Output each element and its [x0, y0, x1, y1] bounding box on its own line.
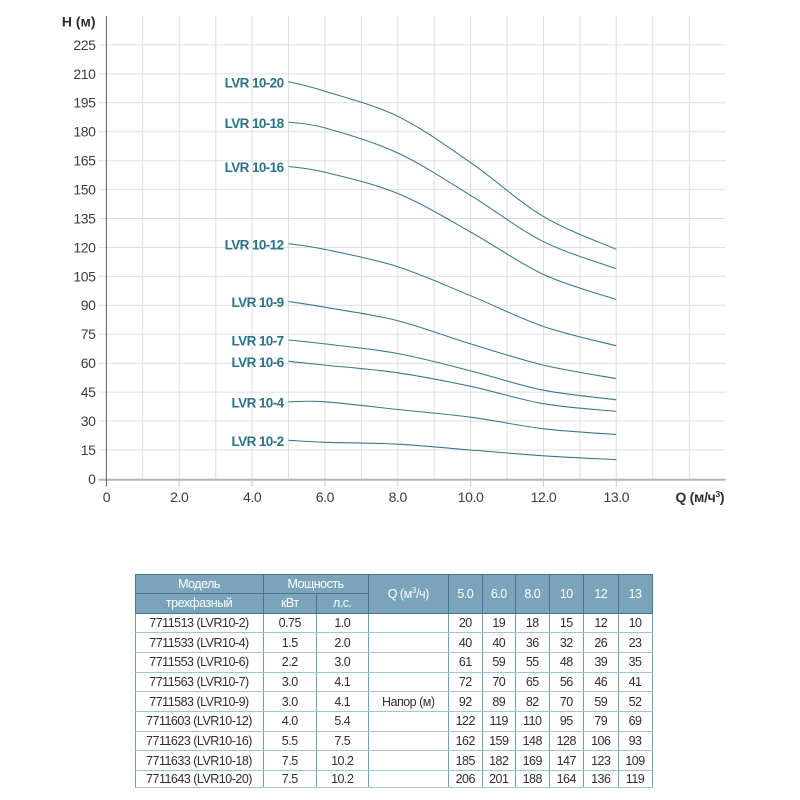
svg-text:2.0: 2.0 — [170, 489, 189, 505]
svg-text:195: 195 — [73, 95, 96, 111]
svg-text:15: 15 — [81, 442, 96, 458]
svg-text:8.0: 8.0 — [389, 489, 408, 505]
svg-text:60: 60 — [81, 355, 96, 371]
svg-text:30: 30 — [81, 413, 96, 429]
svg-text:LVR 10-16: LVR 10-16 — [225, 160, 285, 175]
svg-text:LVR 10-7: LVR 10-7 — [232, 334, 284, 349]
svg-text:Н (м): Н (м) — [62, 14, 96, 30]
svg-text:105: 105 — [73, 268, 96, 284]
svg-text:13.0: 13.0 — [603, 489, 629, 505]
svg-text:LVR 10-4: LVR 10-4 — [232, 396, 285, 411]
svg-text:45: 45 — [81, 384, 96, 400]
svg-text:150: 150 — [73, 182, 96, 198]
svg-text:0: 0 — [103, 489, 111, 505]
svg-text:165: 165 — [73, 153, 96, 169]
svg-text:210: 210 — [73, 66, 96, 82]
svg-text:LVR 10-2: LVR 10-2 — [232, 434, 284, 449]
svg-text:LVR 10-18: LVR 10-18 — [225, 116, 285, 131]
svg-text:12.0: 12.0 — [531, 489, 557, 505]
svg-text:LVR 10-12: LVR 10-12 — [225, 237, 284, 252]
svg-text:75: 75 — [81, 326, 96, 342]
svg-text:180: 180 — [73, 124, 96, 140]
svg-text:10.0: 10.0 — [458, 489, 484, 505]
svg-text:LVR 10-20: LVR 10-20 — [225, 75, 284, 90]
svg-text:LVR 10-9: LVR 10-9 — [232, 295, 284, 310]
svg-text:Q (м/ч3): Q (м/ч3) — [675, 489, 724, 505]
svg-text:4.0: 4.0 — [243, 489, 262, 505]
svg-text:LVR 10-6: LVR 10-6 — [232, 355, 285, 370]
svg-text:120: 120 — [73, 239, 96, 255]
svg-text:0: 0 — [88, 471, 96, 487]
svg-text:90: 90 — [81, 297, 96, 313]
svg-text:225: 225 — [73, 37, 96, 53]
svg-text:135: 135 — [73, 210, 96, 226]
svg-text:6.0: 6.0 — [316, 489, 335, 505]
